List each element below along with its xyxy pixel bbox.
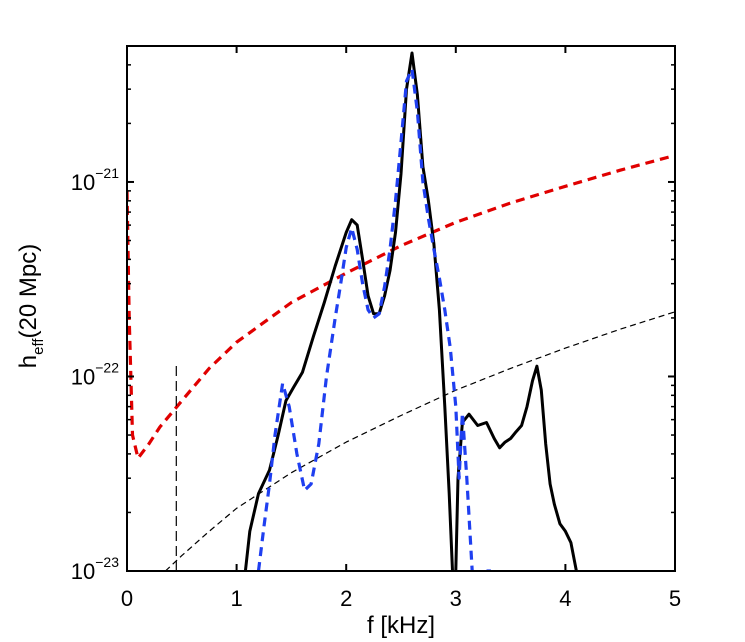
x-axis-label: f [kHz] <box>367 612 435 639</box>
y-tick-label: 10−23 <box>71 554 119 584</box>
y-tick-label: 10−22 <box>71 359 119 389</box>
series-1-line-0 <box>256 67 474 571</box>
series-layer <box>127 51 675 571</box>
y-axis: 10−23 10−22 10−21 <box>71 64 675 584</box>
series-0-line-1 <box>454 364 578 571</box>
y-axis-label: heff(20 Mpc) <box>15 244 47 368</box>
series-2-line-0 <box>127 153 675 460</box>
x-tick-label: 1 <box>230 586 242 611</box>
plot-frame <box>126 45 676 572</box>
y-tick-label: 10−21 <box>71 165 119 195</box>
series-3-line-0 <box>164 311 675 571</box>
x-tick-label: 4 <box>559 586 571 611</box>
x-tick-label: 0 <box>121 586 133 611</box>
series-0-line-0 <box>243 51 454 571</box>
x-tick-label: 5 <box>669 586 681 611</box>
x-tick-label: 3 <box>450 586 462 611</box>
x-axis: 0 1 2 3 4 5 <box>121 46 681 611</box>
x-tick-label: 2 <box>340 586 352 611</box>
